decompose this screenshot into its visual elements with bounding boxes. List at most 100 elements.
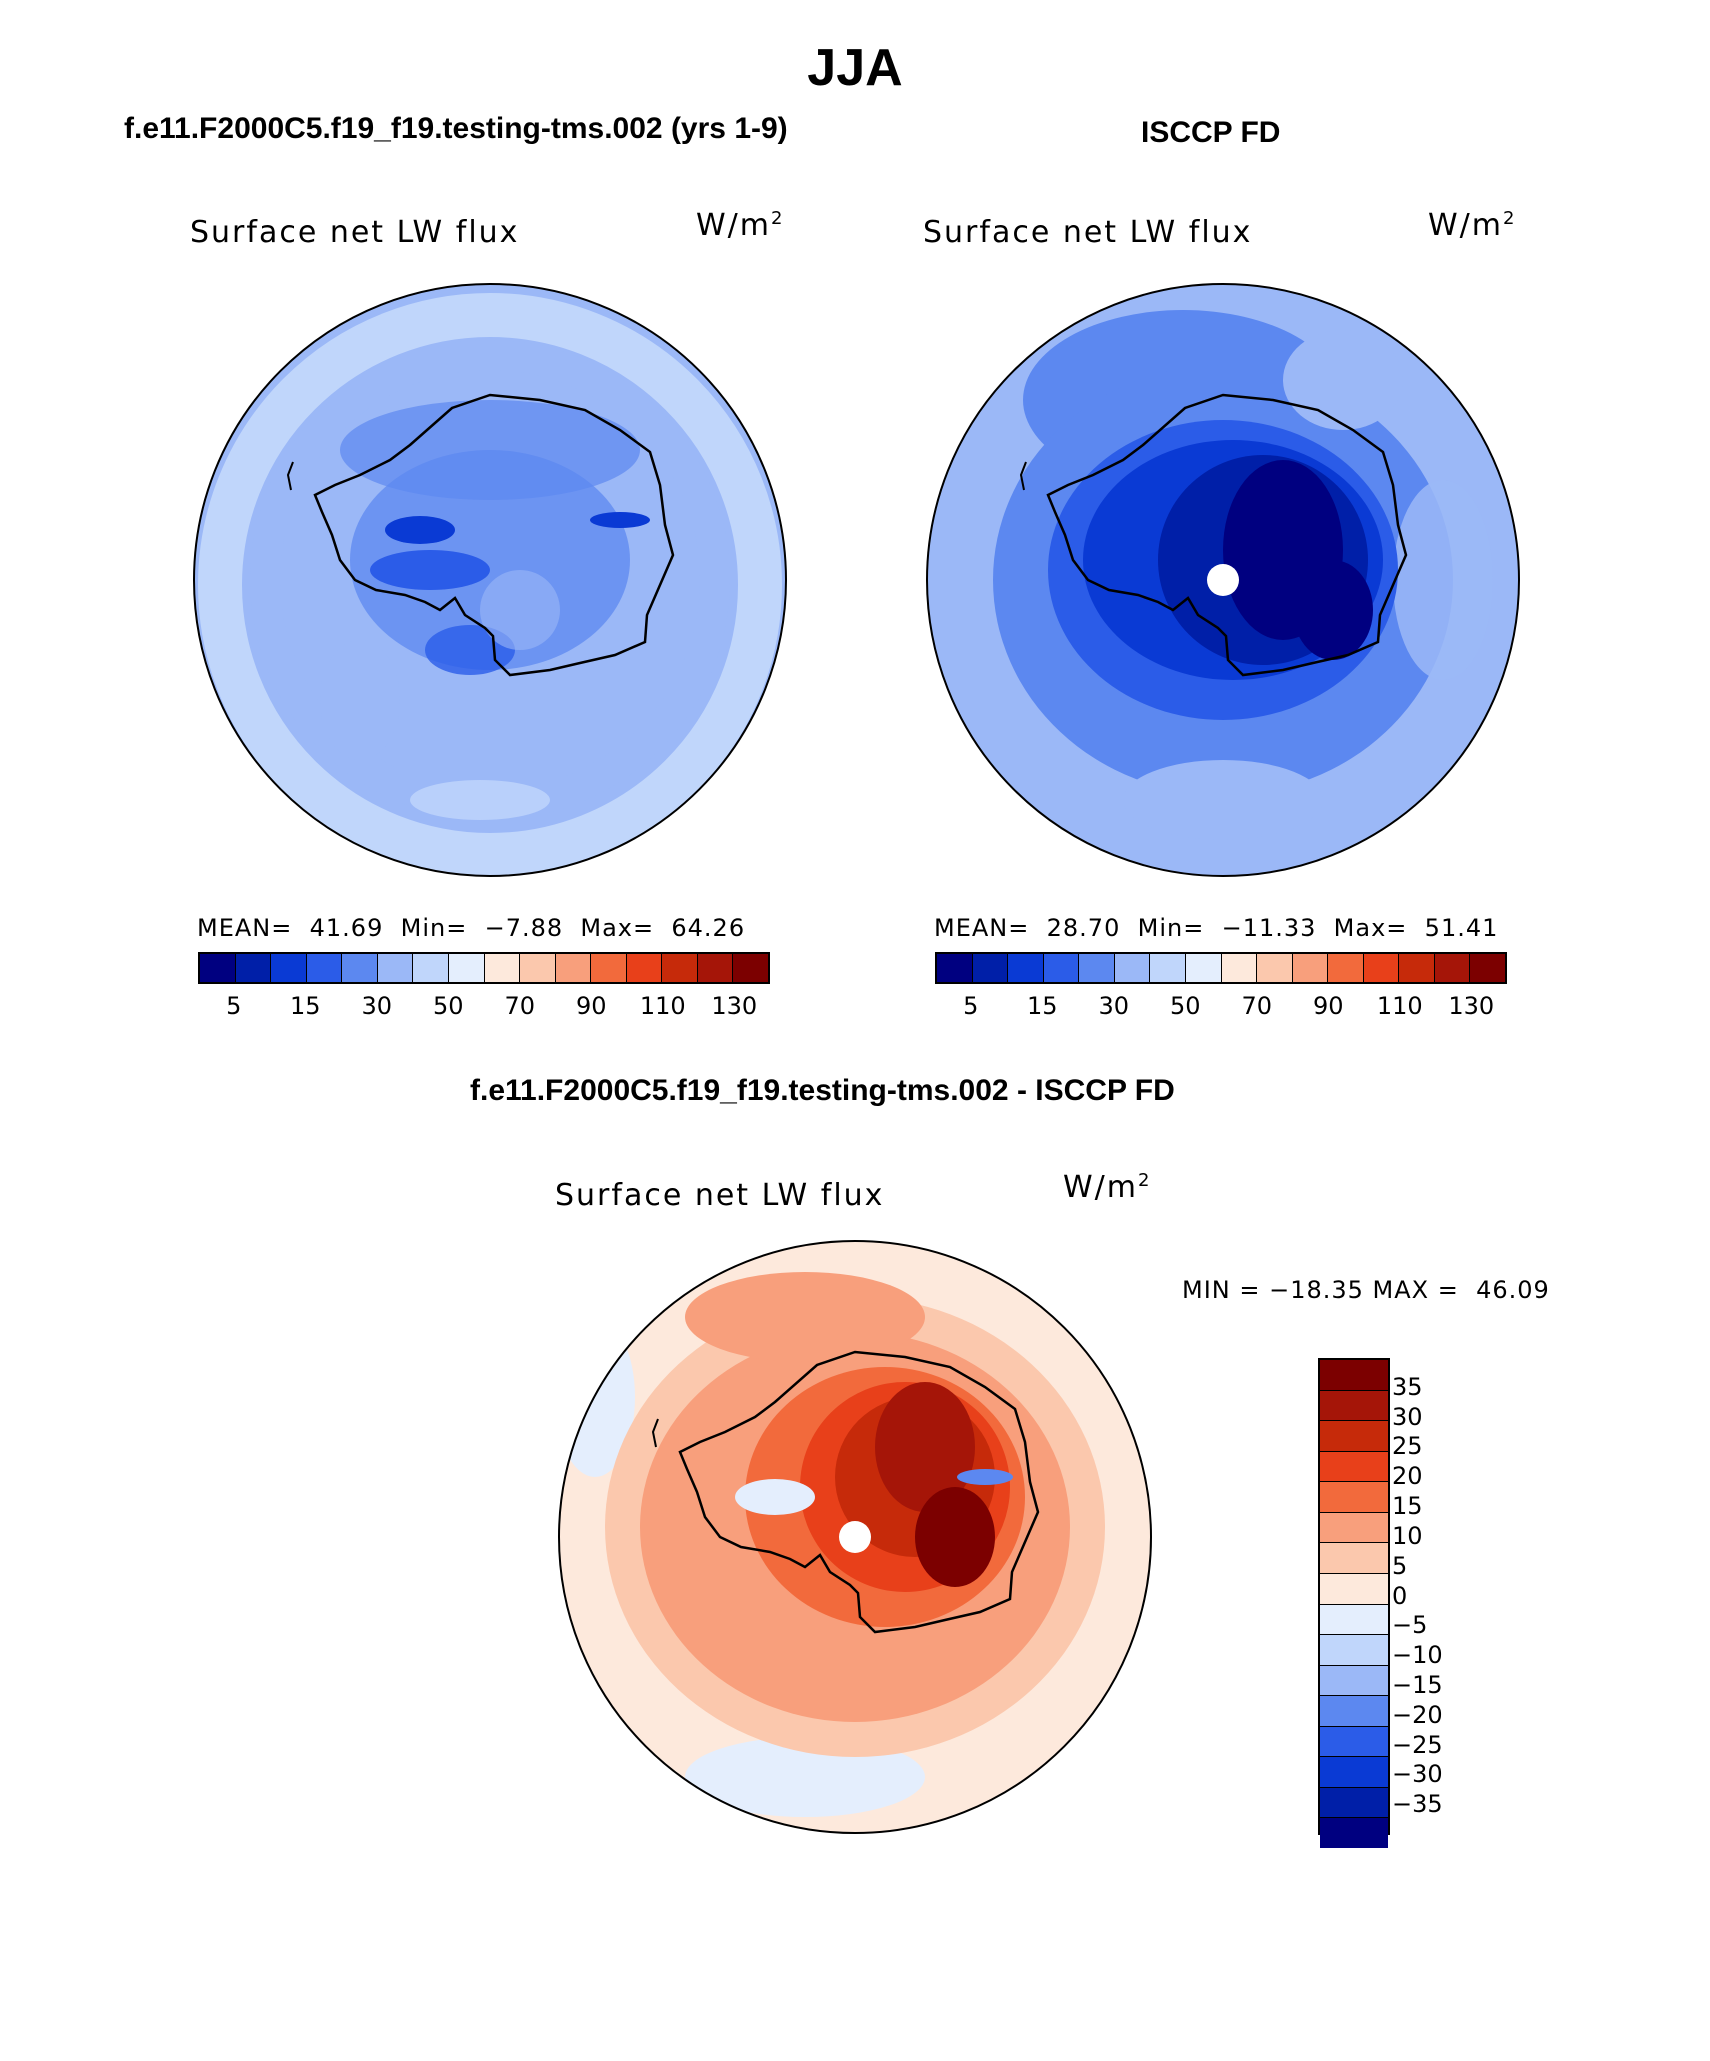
panel2-units: W/m2 (1428, 208, 1517, 243)
panel3-colorbar-tick-label: 10 (1392, 1521, 1423, 1550)
panel2-colorbar-swatch (1257, 954, 1293, 982)
panel2-colorbar-ticks: 5 15 30 50 70 90 110 130 (935, 992, 1507, 1022)
panel3-colorbar-tick-label: 15 (1392, 1492, 1423, 1521)
panel3-colorbar-tick-label: −25 (1392, 1730, 1443, 1759)
panel3-polar-map (558, 1240, 1152, 1834)
panel1-colorbar-tick-label: 50 (432, 992, 464, 1020)
panel2-colorbar-tick-label: 30 (1098, 992, 1130, 1020)
panel2-colorbar-swatch (1185, 954, 1222, 982)
panel2-colorbar-swatch (937, 954, 973, 982)
panel3-units: W/m2 (1063, 1170, 1152, 1205)
panel1-colorbar-swatch (733, 954, 768, 982)
panel3-colorbar-tick-label: 35 (1392, 1372, 1423, 1401)
panel2-colorbar-tick-label: 50 (1169, 992, 1201, 1020)
panel1-colorbar-swatch (555, 954, 592, 982)
panel1-colorbar-tick-label: 90 (575, 992, 607, 1020)
panel3-colorbar-swatch (1320, 1696, 1388, 1727)
panel2-colorbar (935, 952, 1507, 984)
panel3-colorbar-swatch (1320, 1726, 1388, 1758)
panel2-colorbar-tick-label: 5 (963, 992, 979, 1020)
panel1-colorbar-swatch (484, 954, 521, 982)
panel2-colorbar-swatch (1328, 954, 1364, 982)
panel1-polar-map (193, 283, 787, 877)
panel1-colorbar-ticks: 5 15 30 50 70 90 110 130 (198, 992, 770, 1022)
panel3-colorbar-swatch (1320, 1818, 1388, 1848)
panel1-plot-label: Surface net LW flux (190, 215, 520, 250)
panel3-colorbar-swatch (1320, 1635, 1388, 1666)
panel3-colorbar-swatch (1320, 1390, 1388, 1422)
panel1-colorbar-tick-label: 15 (289, 992, 321, 1020)
panel3-subtitle: f.e11.F2000C5.f19_f19.testing-tms.002 - … (470, 1074, 1175, 1107)
panel3-colorbar-tick-label: 25 (1392, 1432, 1423, 1461)
panel3-colorbar-swatch (1320, 1360, 1388, 1391)
panel3-colorbar-swatch (1320, 1757, 1388, 1788)
panel3-colorbar-tick-label: −10 (1392, 1641, 1443, 1670)
panel1-colorbar-tick-label: 30 (361, 992, 393, 1020)
panel2-colorbar-swatch (1470, 954, 1505, 982)
panel3-colorbar-swatch (1320, 1421, 1388, 1452)
panel2-polar-map (926, 283, 1520, 877)
panel1-colorbar-swatch (520, 954, 556, 982)
panel3-colorbar-swatch (1320, 1451, 1388, 1483)
panel2-colorbar-tick-label: 130 (1448, 992, 1495, 1020)
panel1-colorbar-swatch (662, 954, 698, 982)
panel3-colorbar-swatch (1320, 1787, 1388, 1819)
panel2-subtitle: ISCCP FD (1141, 116, 1281, 149)
panel3-colorbar (1318, 1358, 1390, 1848)
panel2-colorbar-swatch (1399, 954, 1435, 982)
panel2-plot-label: Surface net LW flux (923, 215, 1253, 250)
panel2-colorbar-swatch (1008, 954, 1044, 982)
panel1-colorbar-swatch (235, 954, 272, 982)
panel3-colorbar-tick-label: −5 (1392, 1611, 1428, 1640)
panel3-colorbar-tick-label: −15 (1392, 1670, 1443, 1699)
panel3-colorbar-tick-label: −35 (1392, 1790, 1443, 1819)
panel2-colorbar-swatch (1434, 954, 1471, 982)
panel1-colorbar-tick-label: 130 (711, 992, 758, 1020)
panel1-colorbar-swatch (377, 954, 414, 982)
panel3-colorbar-tick-label: 0 (1392, 1581, 1408, 1610)
panel1-colorbar-swatch (413, 954, 449, 982)
panel3-colorbar-tick-label: −30 (1392, 1760, 1443, 1789)
panel2-colorbar-tick-label: 70 (1241, 992, 1273, 1020)
panel1-colorbar-swatch (200, 954, 236, 982)
panel3-colorbar-swatch (1320, 1665, 1388, 1697)
panel3-colorbar-swatch (1320, 1573, 1388, 1605)
panel1-colorbar-swatch (306, 954, 343, 982)
panel1-colorbar-tick-label: 5 (226, 992, 242, 1020)
panel2-colorbar-swatch (1292, 954, 1329, 982)
panel2-colorbar-tick-label: 90 (1312, 992, 1344, 1020)
panel3-colorbar-tick-label: 30 (1392, 1402, 1423, 1431)
panel1-subtitle: f.e11.F2000C5.f19_f19.testing-tms.002 (y… (124, 112, 788, 145)
panel2-colorbar-swatch (1079, 954, 1115, 982)
panel1-colorbar-swatch (697, 954, 734, 982)
panel1-colorbar-swatch (448, 954, 485, 982)
panel3-plot-label: Surface net LW flux (555, 1178, 885, 1213)
panel2-colorbar-swatch (1221, 954, 1258, 982)
panel2-colorbar-swatch (1114, 954, 1151, 982)
panel3-colorbar-swatch (1320, 1543, 1388, 1574)
panel1-colorbar-tick-label: 70 (504, 992, 536, 1020)
panel2-colorbar-tick-label: 110 (1376, 992, 1423, 1020)
panel3-colorbar-tick-label: 20 (1392, 1462, 1423, 1491)
panel3-colorbar-swatch (1320, 1482, 1388, 1513)
figure-title: JJA (807, 39, 903, 97)
panel3-colorbar-tick-label: 5 (1392, 1551, 1408, 1580)
panel1-colorbar-tick-label: 110 (639, 992, 686, 1020)
panel3-min-max: MIN = −18.35 MAX = 46.09 (1182, 1276, 1550, 1304)
panel3-colorbar-swatch (1320, 1512, 1388, 1544)
panel2-stats: MEAN= 28.70 Min= −11.33 Max= 51.41 (934, 914, 1499, 942)
panel1-colorbar-swatch (342, 954, 378, 982)
panel2-colorbar-swatch (1363, 954, 1400, 982)
panel1-units: W/m2 (696, 208, 785, 243)
panel1-colorbar-swatch (626, 954, 663, 982)
panel2-colorbar-swatch (972, 954, 1009, 982)
panel2-colorbar-swatch (1043, 954, 1080, 982)
panel1-stats: MEAN= 41.69 Min= −7.88 Max= 64.26 (197, 914, 746, 942)
panel2-colorbar-tick-label: 15 (1026, 992, 1058, 1020)
panel1-colorbar-swatch (591, 954, 627, 982)
panel3-colorbar-tick-label: −20 (1392, 1700, 1443, 1729)
panel2-colorbar-swatch (1150, 954, 1186, 982)
panel3-colorbar-swatch (1320, 1604, 1388, 1636)
panel1-colorbar (198, 952, 770, 984)
panel1-colorbar-swatch (271, 954, 307, 982)
